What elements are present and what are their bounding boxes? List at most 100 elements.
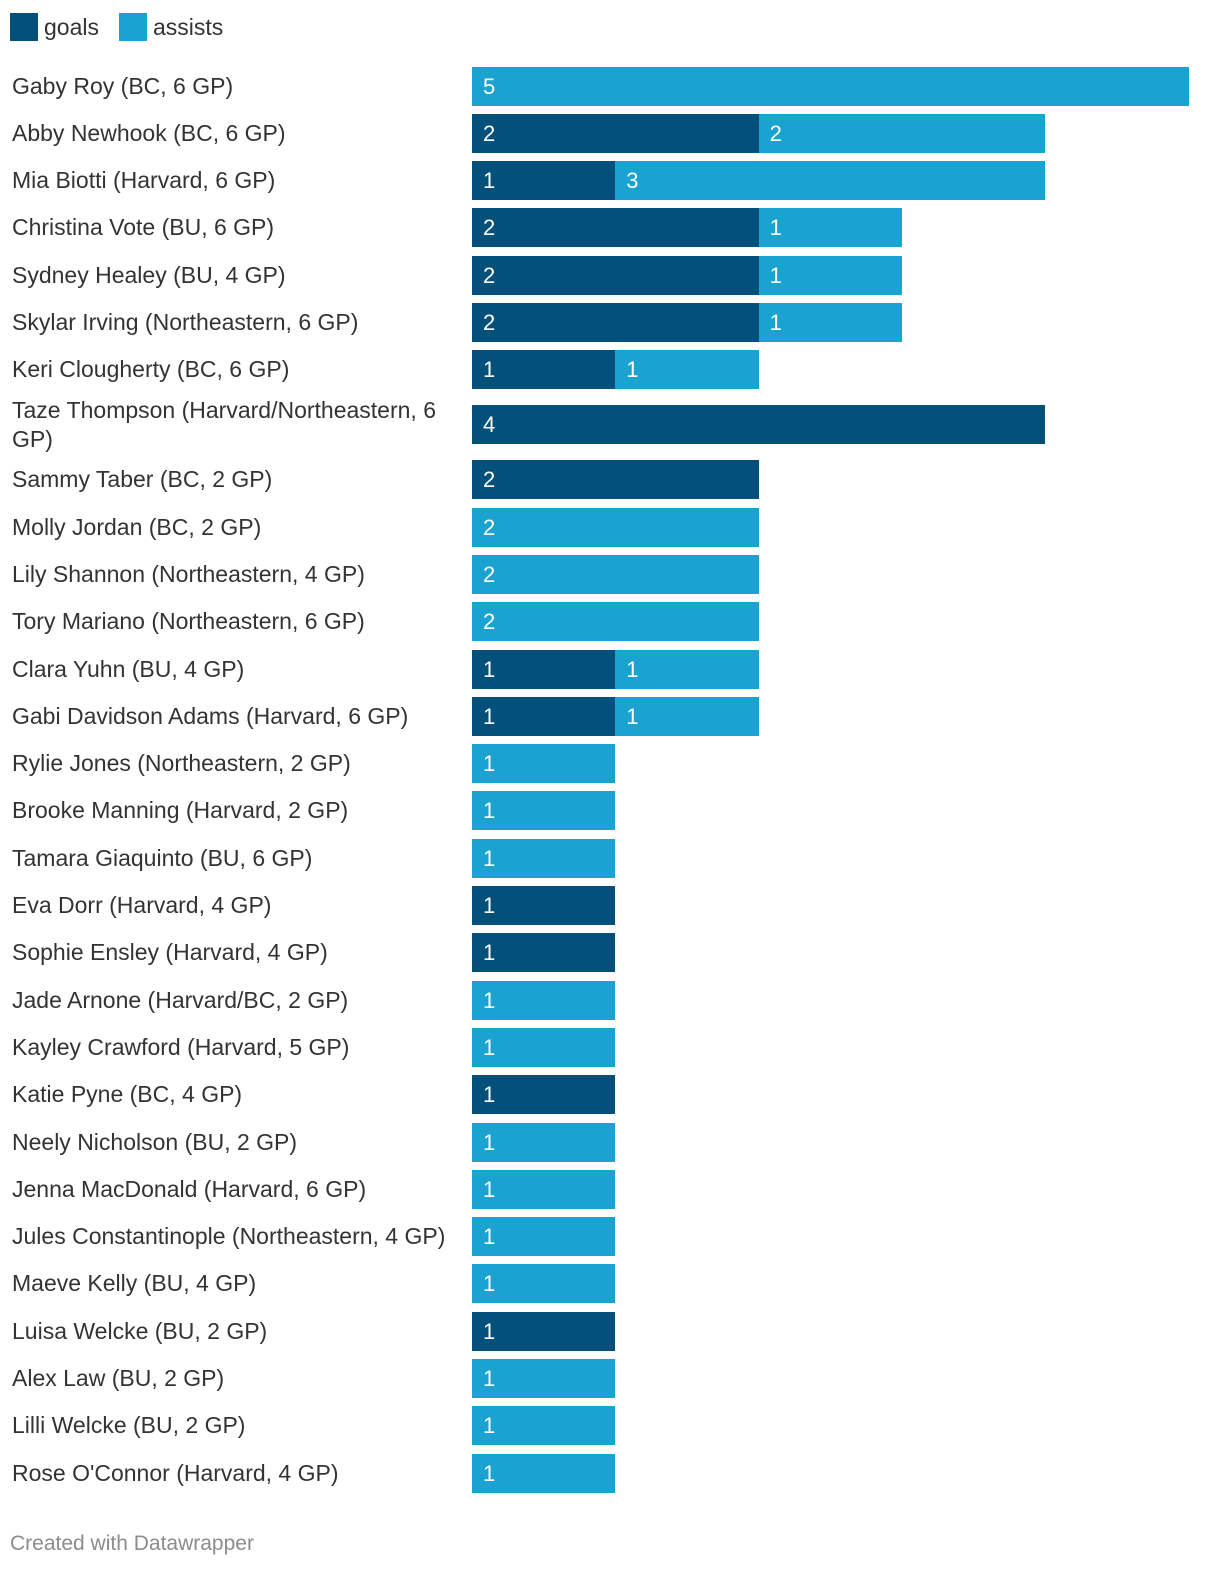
data-label-goals: 1: [483, 357, 496, 383]
bar-goals: [472, 113, 759, 153]
category-label: Keri Clougherty (BC, 6 GP): [12, 356, 290, 383]
category-label: Tamara Giaquinto (BU, 6 GP): [12, 844, 313, 871]
bar-assists: [758, 113, 1046, 153]
data-label-goals: 1: [483, 1318, 496, 1344]
bar-goals: [472, 405, 1046, 445]
bar-goals: [472, 161, 616, 201]
data-label-assists: 2: [769, 120, 782, 146]
data-label-goals: 2: [483, 120, 496, 146]
bar-assists: [615, 649, 759, 689]
category-label: Skylar Irving (Northeastern, 6 GP): [12, 309, 359, 335]
bar-assists: [472, 602, 759, 642]
data-label-assists: 2: [483, 561, 496, 587]
category-label: Jules Constantinople (Northeastern, 4 GP…: [12, 1223, 446, 1250]
data-label-goals: 1: [483, 168, 496, 194]
bar-goals: [472, 460, 759, 500]
category-label: Jenna MacDonald (Harvard, 6 GP): [12, 1175, 367, 1202]
category-label: Sydney Healey (BU, 4 GP): [12, 261, 286, 288]
data-label-goals: 2: [483, 215, 496, 241]
bar-assists: [472, 791, 616, 831]
category-label: Eva Dorr (Harvard, 4 GP): [12, 892, 272, 918]
data-label-assists: 1: [483, 798, 496, 824]
data-label-goals: 1: [483, 1082, 496, 1108]
category-label: Lily Shannon (Northeastern, 4 GP): [12, 560, 365, 587]
bar-assists: [472, 1027, 616, 1067]
bar-assists: [758, 208, 902, 248]
data-label-assists: 1: [483, 1224, 496, 1250]
category-label: Gaby Roy (BC, 6 GP): [12, 72, 234, 99]
bar-goals: [472, 350, 616, 390]
category-label: Rylie Jones (Northeastern, 2 GP): [12, 750, 351, 777]
bar-assists: [472, 1406, 616, 1446]
data-label-assists: 1: [483, 1129, 496, 1155]
category-label: Neely Nicholson (BU, 2 GP): [12, 1128, 298, 1155]
category-label: Sophie Ensley (Harvard, 4 GP): [12, 939, 328, 966]
bar-goals: [472, 649, 616, 689]
bar-assists: [472, 980, 616, 1020]
footer-credit: Created with Datawrapper: [10, 1532, 254, 1555]
data-label-goals: 2: [483, 467, 496, 493]
data-label-assists: 1: [483, 845, 496, 871]
category-label: Katie Pyne (BC, 4 GP): [12, 1081, 243, 1108]
data-label-goals: 1: [483, 893, 496, 918]
data-label-assists: 1: [626, 703, 639, 729]
bar-assists: [758, 255, 902, 295]
category-label: Lilli Welcke (BU, 2 GP): [12, 1412, 246, 1439]
category-label: Taze Thompson (Harvard/Northeastern, 6 G…: [12, 396, 436, 452]
legend-label-assists: assists: [152, 13, 224, 40]
data-label-assists: 2: [483, 514, 496, 540]
bar-goals: [472, 1075, 616, 1115]
category-label: Kayley Crawford (Harvard, 5 GP): [12, 1033, 350, 1060]
data-label-assists: 1: [626, 357, 639, 383]
bar-assists: [758, 303, 902, 342]
data-label-assists: 1: [769, 310, 782, 335]
data-label-assists: 1: [769, 215, 782, 241]
data-label-assists: 1: [626, 656, 639, 682]
legend-item-goals: goals: [10, 13, 99, 41]
data-label-assists: 1: [483, 1366, 496, 1391]
category-label: Alex Law (BU, 2 GP): [12, 1365, 225, 1391]
bar-assists: [472, 744, 616, 784]
data-label-goals: 2: [483, 262, 496, 288]
bar-goals: [472, 696, 616, 736]
data-label-assists: 2: [483, 609, 496, 635]
category-label: Sammy Taber (BC, 2 GP): [12, 466, 273, 493]
legend-swatch-assists: [118, 13, 147, 41]
bar-assists: [472, 1453, 616, 1493]
category-label: Christina Vote (BU, 6 GP): [12, 214, 275, 241]
data-label-assists: 1: [483, 751, 496, 777]
data-label-goals: 1: [483, 940, 496, 966]
bar-assists: [615, 696, 759, 736]
category-label: Molly Jordan (BC, 2 GP): [12, 513, 262, 540]
category-label: Abby Newhook (BC, 6 GP): [12, 119, 286, 146]
legend-label-goals: goals: [44, 13, 99, 40]
bar-goals: [472, 303, 759, 342]
data-label-assists: 3: [626, 168, 639, 194]
category-label: Gabi Davidson Adams (Harvard, 6 GP): [12, 702, 409, 729]
data-label-assists: 1: [483, 1034, 496, 1060]
data-label-assists: 1: [483, 987, 496, 1013]
data-label-goals: 1: [483, 656, 496, 682]
bar-assists: [472, 1264, 616, 1304]
bar-assists: [615, 161, 1046, 201]
category-label: Jade Arnone (Harvard/BC, 2 GP): [12, 986, 349, 1013]
category-label: Tory Mariano (Northeastern, 6 GP): [12, 608, 365, 635]
category-label: Luisa Welcke (BU, 2 GP): [12, 1317, 268, 1344]
bar-assists: [472, 1122, 616, 1162]
category-label: Clara Yuhn (BU, 4 GP): [12, 655, 245, 682]
bar-assists: [472, 838, 616, 878]
category-label: Maeve Kelly (BU, 4 GP): [12, 1270, 257, 1297]
bar-assists: [472, 507, 759, 547]
bar-goals: [472, 1311, 616, 1351]
data-label-assists: 1: [483, 1413, 496, 1439]
legend: goals assists: [10, 12, 243, 42]
category-label: Brooke Manning (Harvard, 2 GP): [12, 797, 349, 824]
bar-assists: [472, 1169, 616, 1209]
bar-assists: [615, 350, 759, 390]
data-label-goals: 4: [483, 412, 496, 438]
data-label-goals: 2: [483, 310, 496, 335]
legend-item-assists: assists: [118, 13, 224, 41]
legend-swatch-goals: [10, 13, 38, 41]
category-label: Mia Biotti (Harvard, 6 GP): [12, 167, 276, 194]
data-label-assists: 1: [483, 1176, 496, 1202]
